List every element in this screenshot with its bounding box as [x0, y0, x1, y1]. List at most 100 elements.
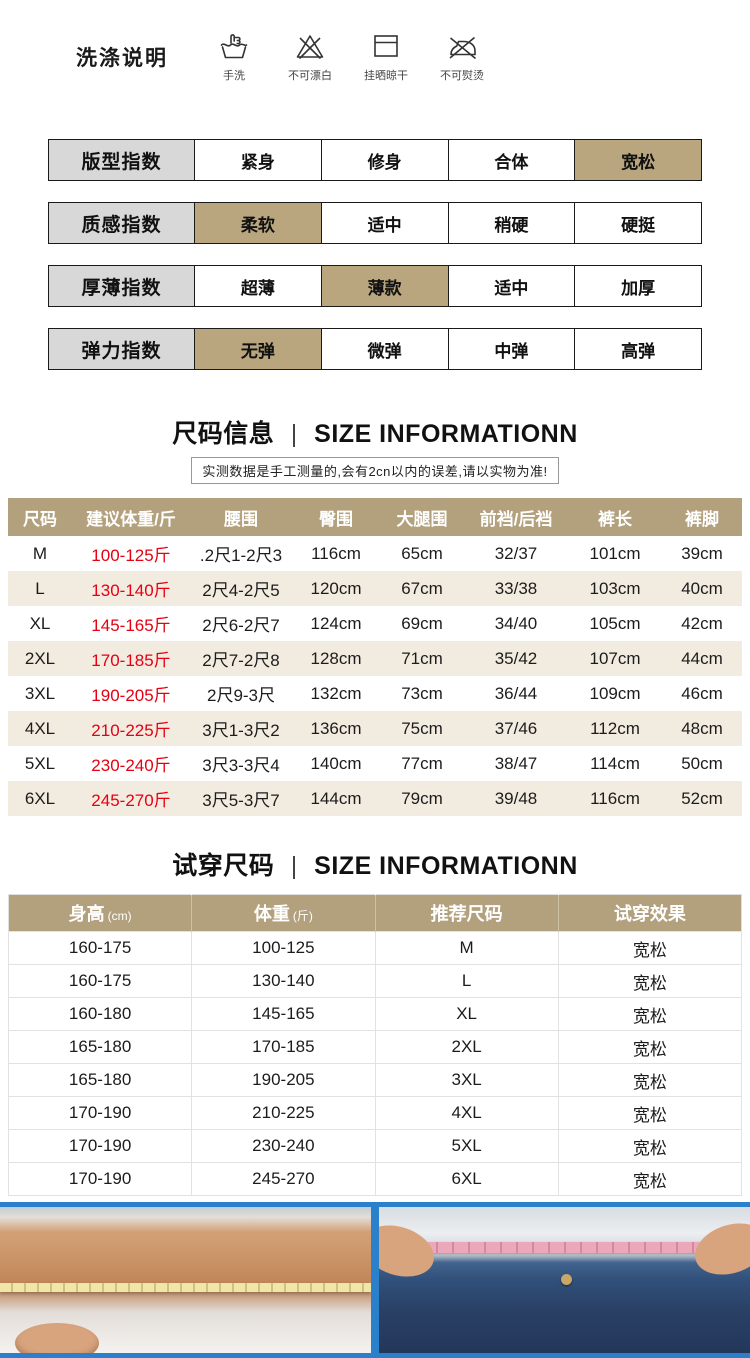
size-value-cell: 170-185斤	[72, 641, 190, 676]
size-value-cell: 39/48	[464, 781, 568, 816]
size-value-cell: 105cm	[589, 613, 641, 633]
size-value-cell: 2尺4-2尺5	[190, 571, 292, 606]
size-row: XL 145-165斤 2尺6-2尺7 124cm 69cm 34/40 105cm 42cm	[8, 606, 742, 641]
wash-item-label: 挂晒晾干	[364, 70, 408, 82]
size-value-cell: 3尺1-3尺2	[190, 711, 292, 746]
size-column-header: 尺码	[8, 498, 72, 536]
wash-item: 不可熨烫	[432, 30, 492, 83]
tryon-cell: 宽松	[557, 1162, 743, 1196]
size-value-cell: 101cm	[589, 543, 641, 563]
index-option: 硬挺	[621, 215, 656, 235]
size-table-header: 尺码 建议体重/斤 腰围 臀围 大腿围 前裆/后裆 裤长 裤脚	[8, 498, 742, 536]
index-row-label: 厚薄指数	[49, 266, 195, 306]
size-value-cell: 73cm	[401, 683, 443, 703]
size-value-cell: 3尺3-3尺4	[202, 756, 280, 775]
tryon-cell: 170-190	[7, 1096, 193, 1130]
size-title-en: SIZE INFORMATIONN	[314, 420, 578, 448]
size-title-cn: 尺码信息	[172, 420, 275, 448]
size-value-cell: 71cm	[380, 641, 464, 676]
size-value-cell: 132cm	[310, 683, 362, 703]
size-value-cell: 77cm	[401, 753, 443, 773]
tryon-cell: 210-225	[191, 1096, 376, 1130]
no-iron-icon	[432, 30, 492, 62]
tryon-column-header: 体重 (斤)	[191, 894, 376, 932]
index-option: 微弹	[322, 329, 449, 369]
size-value-cell: 33/38	[464, 571, 568, 606]
tryon-table-body: 160-175 100-125 M 宽松 160-175 130-140 L 宽松 160-18…	[7, 931, 743, 1196]
tryon-cell: 宽松	[557, 1030, 743, 1064]
tryon-cell: 170-190	[7, 1129, 193, 1163]
wash-item-label: 手洗	[223, 70, 245, 82]
size-value-cell: 46cm	[681, 683, 723, 703]
title-separator: |	[290, 852, 298, 880]
hand-right	[688, 1214, 750, 1283]
tryon-cell: 宽松	[557, 997, 743, 1031]
tryon-row: 170-190 245-270 6XL 宽松	[7, 1162, 743, 1196]
index-row: 版型指数 紧身 修身 合体 宽松	[48, 139, 702, 181]
size-value-cell: 120cm	[292, 571, 380, 606]
size-label-cell: 3XL	[24, 683, 56, 703]
tryon-cell: 4XL	[374, 1096, 559, 1130]
size-value-cell: 245-270斤	[72, 781, 190, 816]
hand-left	[14, 1323, 99, 1353]
index-option: 合体	[449, 140, 576, 180]
size-label-cell: L	[8, 571, 72, 606]
size-value-cell: 48cm	[662, 711, 742, 746]
measuring-tape-icon	[0, 1282, 371, 1292]
wash-icons: 手洗 不可漂白 挂晒晾干 不可熨烫	[204, 30, 492, 83]
index-option-selected: 宽松	[575, 140, 701, 180]
size-column-header: 裤脚	[662, 498, 742, 536]
size-value-cell: 39cm	[681, 543, 723, 563]
tryon-cell: 5XL	[374, 1129, 559, 1163]
size-row: 6XL 245-270斤 3尺5-3尺7 144cm 79cm 39/48 116cm 52c…	[8, 781, 742, 816]
index-option-selected: 薄款	[321, 266, 449, 306]
size-value-cell: 37/46	[464, 711, 568, 746]
size-value-cell: 34/40	[494, 613, 538, 633]
index-row: 质感指数 柔软 适中 稍硬 硬挺	[48, 202, 702, 244]
tryon-column-header: 推荐尺码	[375, 894, 559, 932]
tryon-table-header: 身高 (cm) 体重 (斤) 推荐尺码 试穿效果	[8, 894, 742, 932]
tryon-cell: 宽松	[557, 1096, 743, 1130]
tryon-row: 170-190 210-225 4XL 宽松	[7, 1096, 743, 1130]
size-value-cell: 190-205斤	[91, 686, 171, 705]
size-value-cell: .2尺1-2尺3	[199, 546, 283, 565]
header-sub: (斤)	[292, 909, 313, 923]
index-row-label: 弹力指数	[49, 329, 195, 369]
size-value-cell: 2尺6-2尺7	[202, 616, 280, 635]
measuring-tape-icon	[390, 1242, 739, 1254]
size-value-cell: 42cm	[681, 613, 723, 633]
size-row: 4XL 210-225斤 3尺1-3尺2 136cm 75cm 37/46 112cm 48c…	[8, 711, 742, 746]
tryon-cell: 170-190	[7, 1162, 193, 1196]
size-column-header: 前裆/后裆	[464, 498, 568, 536]
tryon-cell: 宽松	[557, 931, 743, 965]
size-value-cell: 103cm	[568, 571, 662, 606]
index-option-selected: 柔软	[195, 203, 322, 243]
index-option: 中弹	[449, 329, 576, 369]
size-value-cell: 36/44	[494, 683, 538, 703]
index-option: 超薄	[195, 266, 322, 306]
wash-section: 洗涤说明 手洗 不可漂白 挂晒晾干 不可熨烫	[0, 0, 750, 83]
size-value-cell: 40cm	[662, 571, 742, 606]
tryon-row: 160-175 130-140 L 宽松	[7, 964, 743, 998]
size-value-cell: 38/47	[494, 753, 538, 773]
size-value-cell: 100-125斤	[91, 546, 171, 565]
size-value-cell: 107cm	[568, 641, 662, 676]
title-separator: |	[290, 420, 298, 448]
index-option: 稍硬	[449, 203, 576, 243]
index-option: 适中	[449, 266, 576, 306]
size-table-body: M 100-125斤 .2尺1-2尺3 116cm 65cm 32/37 101cm 39cm…	[8, 536, 742, 816]
size-value-cell: 3尺5-3尺7	[190, 781, 292, 816]
wash-item: 挂晒晾干	[356, 30, 416, 83]
tryon-title-cn: 试穿尺码	[172, 852, 275, 880]
index-option: 修身	[322, 140, 449, 180]
size-column-header: 大腿围	[380, 498, 464, 536]
index-row-label: 版型指数	[49, 140, 195, 180]
header-sub: (cm)	[107, 909, 132, 923]
size-column-header: 裤长	[568, 498, 662, 536]
size-value-cell: 116cm	[311, 543, 361, 563]
tryon-cell: 3XL	[374, 1063, 559, 1097]
size-label-cell: 6XL	[8, 781, 72, 816]
wash-item: 不可漂白	[280, 30, 340, 83]
size-column-header: 建议体重/斤	[72, 498, 190, 536]
